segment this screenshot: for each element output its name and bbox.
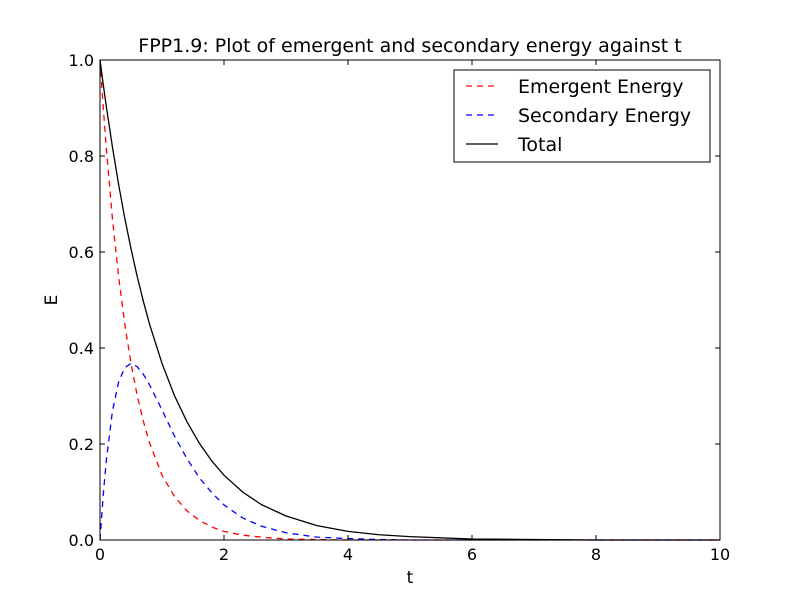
y-tick-label: 1.0 (69, 51, 94, 70)
legend-label-total: Total (517, 134, 562, 156)
legend-label-emergent-energy: Emergent Energy (518, 76, 683, 98)
y-tick-label: 0.0 (69, 531, 94, 550)
legend-box (453, 69, 711, 163)
legend-label-secondary-energy: Secondary Energy (518, 105, 691, 127)
y-tick-label: 0.4 (69, 339, 94, 358)
x-axis-label: t (407, 568, 414, 588)
y-tick-label: 0.8 (69, 147, 94, 166)
x-tick-label: 4 (343, 545, 353, 564)
series-line-total (99, 59, 720, 541)
chart-title: FPP1.9: Plot of emergent and secondary e… (138, 35, 681, 57)
x-tick-label: 2 (219, 545, 229, 564)
series-line-emergent-energy (99, 59, 720, 541)
x-tick-label: 6 (467, 545, 477, 564)
x-tick-label: 10 (710, 545, 730, 564)
y-axis-label: E (42, 295, 62, 306)
y-tick-label: 0.2 (69, 435, 94, 454)
x-tick-label: 0 (95, 545, 105, 564)
legend: Emergent Energy Secondary Energy Total (453, 69, 711, 163)
y-tick-label: 0.6 (69, 243, 94, 262)
ticks-layer: 0 2 4 6 8 10 0.0 0.2 0.4 0.6 0.8 1.0 (69, 51, 731, 564)
legend-entries: Emergent Energy Secondary Energy Total (466, 76, 691, 156)
plot-frame (99, 59, 721, 541)
x-tick-label: 8 (591, 545, 601, 564)
